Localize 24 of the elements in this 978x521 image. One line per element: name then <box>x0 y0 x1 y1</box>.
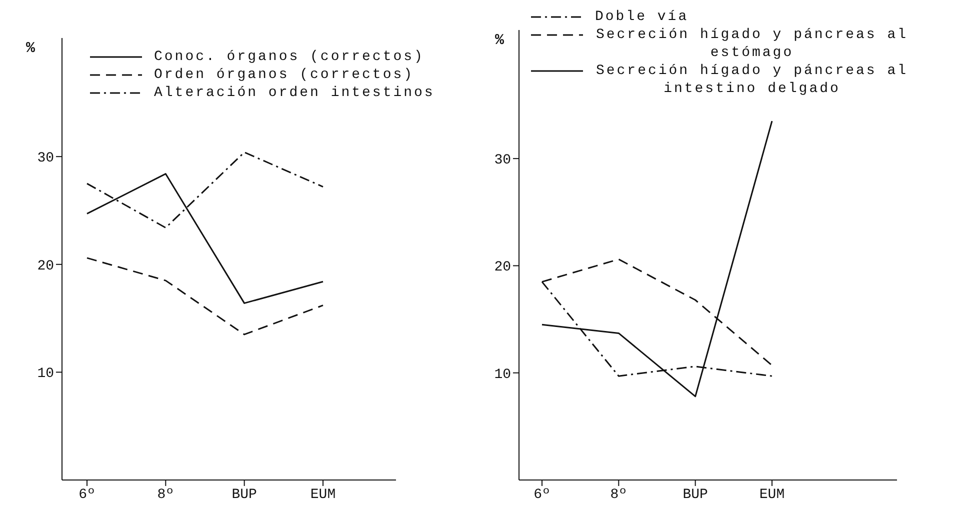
x-tick-label: 8º <box>610 486 628 503</box>
y-tick-label: 20 <box>37 258 54 274</box>
legend-label: Doble vía <box>595 8 689 26</box>
x-tick-label: BUP <box>682 486 708 503</box>
x-tick-label: BUP <box>232 486 257 503</box>
y-tick-label: 10 <box>494 366 511 383</box>
line-series <box>541 120 773 398</box>
y-tick-label: 30 <box>494 152 511 169</box>
legend-label: Secreción hígado y páncreas al estómago <box>595 26 909 62</box>
legend-label: Orden órganos (correctos) <box>154 66 414 84</box>
legend-label: Conoc. órganos (correctos) <box>154 48 424 66</box>
x-tick-label: EUM <box>310 486 336 503</box>
y-tick-label: 20 <box>494 260 511 276</box>
legend-label: Alteración orden intestinos <box>154 84 435 102</box>
line-series <box>86 257 324 336</box>
y-axis-title: % <box>495 32 505 49</box>
y-axis-title: % <box>26 40 36 57</box>
x-tick-label: 8º <box>157 486 174 503</box>
x-tick-label: 6º <box>78 486 96 503</box>
x-tick-label: EUM <box>759 486 785 503</box>
legend-label: Secreción hígado y páncreas al intestino delgado <box>595 62 909 98</box>
y-tick-label: 30 <box>37 150 54 167</box>
x-tick-label: 6º <box>534 486 550 503</box>
y-tick-label: 10 <box>37 366 54 382</box>
